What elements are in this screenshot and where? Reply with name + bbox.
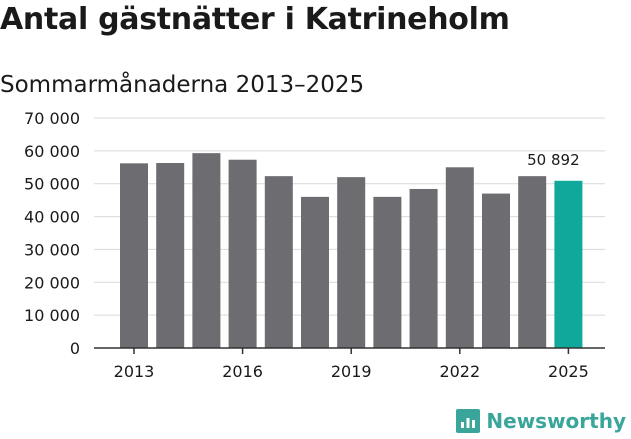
newsworthy-logo: Newsworthy bbox=[456, 409, 626, 433]
bar-chart: 0 10 000 20 000 30 000 40 000 50 000 60 000 70 … bbox=[24, 109, 605, 381]
newsworthy-icon bbox=[456, 409, 481, 433]
y-tick-label: 60 000 bbox=[24, 142, 80, 161]
brand-name: Newsworthy bbox=[486, 409, 626, 433]
bar bbox=[301, 196, 329, 348]
chart-subtitle: Sommarmånaderna 2013–2025 bbox=[0, 72, 365, 98]
x-tick-label: 2016 bbox=[222, 362, 263, 381]
bar bbox=[373, 196, 402, 348]
bar bbox=[445, 167, 474, 348]
bar bbox=[554, 180, 583, 348]
x-tick-label: 2013 bbox=[114, 362, 155, 381]
bar bbox=[264, 176, 293, 348]
y-tick-label: 10 000 bbox=[24, 306, 80, 325]
bar bbox=[518, 176, 547, 348]
y-tick-label: 20 000 bbox=[24, 273, 80, 292]
bar bbox=[228, 159, 257, 348]
bar bbox=[120, 163, 148, 348]
bar bbox=[337, 177, 366, 348]
bar bbox=[409, 188, 438, 348]
x-tick-label: 2022 bbox=[439, 362, 480, 381]
y-tick-label: 70 000 bbox=[24, 109, 80, 128]
y-tick-label: 40 000 bbox=[24, 208, 80, 227]
bar bbox=[156, 163, 185, 348]
x-tick-label: 2025 bbox=[548, 362, 589, 381]
y-tick-label: 50 000 bbox=[24, 175, 80, 194]
y-tick-label: 0 bbox=[70, 339, 80, 358]
data-label: 50 892 bbox=[527, 151, 580, 169]
bar bbox=[192, 153, 221, 348]
x-tick-label: 2019 bbox=[331, 362, 372, 381]
y-tick-label: 30 000 bbox=[24, 240, 80, 259]
bar bbox=[482, 193, 510, 348]
chart-title: Antal gästnätter i Katrineholm bbox=[0, 2, 510, 37]
